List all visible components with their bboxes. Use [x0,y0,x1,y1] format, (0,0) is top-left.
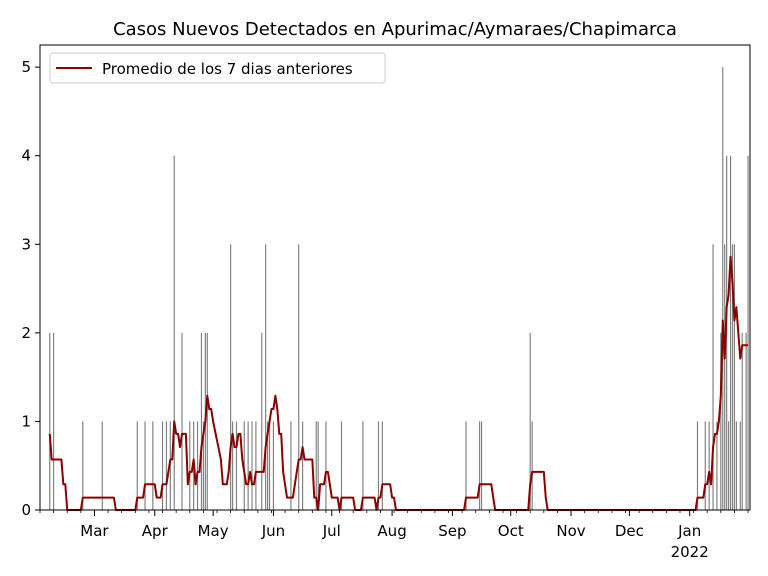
x-tick-label-5: Aug [377,522,406,540]
bar-50 [716,421,718,510]
bar-26 [261,332,263,510]
bar-42 [479,421,481,510]
x-tick-label-6: Sep [438,522,466,540]
bar-25 [255,421,257,510]
bar-0 [49,332,51,510]
bar-23 [247,421,249,510]
x-tick-label-7: Oct [498,522,524,540]
bar-20 [231,421,234,510]
y-axis: 0 1 2 3 4 5 [21,58,40,519]
bar-8 [165,421,168,510]
bar-27 [265,244,267,511]
bar-63 [747,155,749,510]
bar-28 [267,421,269,510]
bar-32 [298,244,300,511]
bar-10 [173,155,175,510]
bar-29 [268,421,271,510]
y-tick-label-2: 2 [21,324,31,342]
bar-48 [708,421,710,510]
y-tick-label-3: 3 [21,235,31,253]
bar-43 [480,421,483,510]
bar-14 [196,421,199,510]
plot-frame [39,44,751,511]
bar-35 [317,421,319,510]
x-tick-label-0: Mar [80,522,109,540]
bar-15 [200,332,203,510]
bar-38 [362,421,364,510]
bar-33 [302,421,304,510]
bar-60 [739,421,741,510]
y-tick-label-5: 5 [21,58,31,76]
bar-7 [161,421,164,510]
bar-49 [712,244,714,511]
bar-12 [189,421,191,510]
x-tick-label-2: May [198,522,229,540]
bar-39 [377,421,380,510]
bar-1 [53,332,55,510]
x-tick-sublabel-10: 2022 [671,543,709,561]
bar-52 [722,67,724,510]
x-tick-label-8: Nov [556,522,585,540]
bar-4 [136,421,138,510]
bar-3 [101,421,103,510]
bar-53 [724,244,726,511]
bar-30 [272,421,275,510]
bar-44 [529,332,531,510]
bar-58 [733,244,736,511]
x-tick-label-10: Jan [677,522,701,540]
bar-11 [181,332,183,510]
bar-59 [735,421,737,510]
bar-34 [315,421,317,510]
bar-36 [325,421,327,510]
bar-61 [741,332,743,510]
x-tick-label-9: Dec [615,522,644,540]
bar-56 [729,155,732,510]
y-tick-label-1: 1 [21,412,31,430]
bar-47 [704,421,706,510]
legend: Promedio de los 7 dias anteriores [49,52,386,84]
bar-40 [381,421,383,510]
bar-24 [251,421,253,510]
chart-title: Casos Nuevos Detectados en Apurimac/Ayma… [113,19,677,40]
bar-5 [144,421,146,510]
bar-55 [728,421,730,510]
bar-2 [82,421,84,510]
bar-37 [340,421,343,510]
bar-62 [745,332,747,510]
bar-16 [202,421,204,510]
y-tick-label-4: 4 [21,147,31,165]
bar-21 [235,421,238,510]
bar-31 [290,421,292,510]
bar-19 [230,244,232,511]
x-axis: Mar Apr May Jun Jul Aug Sep Oct Nov Dec Jan 2022 [39,510,749,561]
x-tick-label-4: Jul [322,522,341,540]
bar-57 [731,244,734,511]
y-tick-label-0: 0 [21,501,31,519]
bar-18 [206,332,208,510]
legend-label: Promedio de los 7 dias anteriores [102,60,353,78]
x-tick-label-1: Apr [142,522,169,540]
bar-45 [531,421,533,510]
x-tick-label-3: Jun [261,522,285,540]
bar-41 [465,421,467,510]
legend-box [49,52,386,84]
bar-6 [152,421,154,510]
bar-46 [696,421,699,510]
bar-51 [720,332,722,510]
